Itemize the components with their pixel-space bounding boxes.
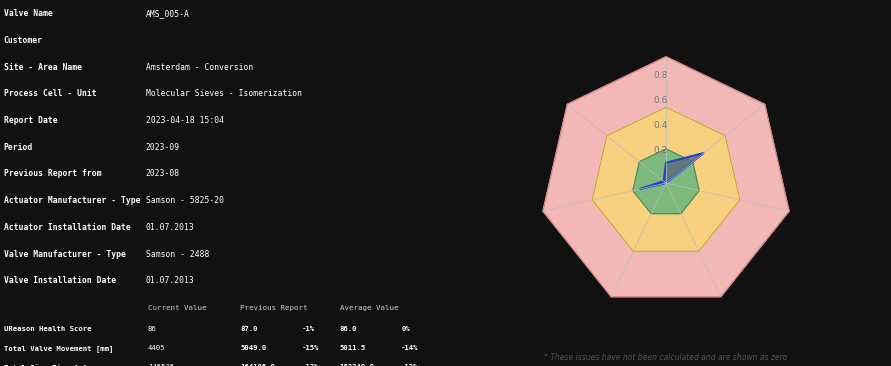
Text: Period: Period [4,143,33,152]
Text: -13%: -13% [302,364,320,366]
Text: Total Rise Time [s]: Total Rise Time [s] [4,364,86,366]
Text: 0.2: 0.2 [654,146,668,155]
Text: Customer: Customer [4,36,43,45]
Polygon shape [593,107,740,251]
Text: 2023-09: 2023-09 [145,143,180,152]
Text: -15%: -15% [302,345,320,351]
Text: UReason Health Score: UReason Health Score [4,326,91,332]
Text: -12%: -12% [401,364,419,366]
Text: -14%: -14% [401,345,419,351]
Text: Process Cell - Unit: Process Cell - Unit [4,89,96,98]
Text: Spring/Diaphragm Broken: Spring/Diaphragm Broken [728,311,854,321]
Text: Stiction: Stiction [648,30,684,40]
Text: Actuator Manufacturer - Type: Actuator Manufacturer - Type [4,196,140,205]
Text: Samson - 2488: Samson - 2488 [145,250,208,259]
Text: 164105.0: 164105.0 [241,364,275,366]
Text: Molecular Sieves - Isomerization: Molecular Sieves - Isomerization [145,89,301,98]
Text: 145535: 145535 [148,364,174,366]
Text: * These issues have not been calculated and are shown as zero: * These issues have not been calculated … [544,353,788,362]
Text: 5011.5: 5011.5 [339,345,366,351]
Text: *Control
Performance: *Control Performance [805,204,867,225]
Text: 5049.0: 5049.0 [241,345,266,351]
Text: Samson - 5825-20: Samson - 5825-20 [145,196,224,205]
Text: AMS_005-A: AMS_005-A [145,9,190,18]
Text: 0%: 0% [401,326,410,332]
Text: Average Value: Average Value [339,305,398,311]
Text: Total Valve Movement [mm]: Total Valve Movement [mm] [4,345,113,352]
Text: 0.4: 0.4 [654,121,668,130]
Text: Undershoot: Undershoot [470,210,527,220]
Text: Valve Name: Valve Name [4,9,53,18]
Text: 01.07.2013: 01.07.2013 [145,223,194,232]
Text: 0.8: 0.8 [654,71,668,79]
Polygon shape [543,57,789,297]
Text: Actuator Installation Date: Actuator Installation Date [4,223,130,232]
Text: 87.0: 87.0 [241,326,257,332]
Text: Report Date: Report Date [4,116,57,125]
Text: 86: 86 [148,326,157,332]
Text: Amsterdam - Conversion: Amsterdam - Conversion [145,63,253,72]
Text: Overshoot: Overshoot [504,84,554,94]
Text: Site - Area Name: Site - Area Name [4,63,82,72]
Text: Valve Manufacturer - Type: Valve Manufacturer - Type [4,250,126,259]
Polygon shape [633,149,699,214]
Text: 01.07.2013: 01.07.2013 [145,276,194,285]
Text: Valve Installation Date: Valve Installation Date [4,276,116,285]
Polygon shape [641,153,704,189]
Text: Previous Report from: Previous Report from [4,169,101,179]
Text: Current Value: Current Value [148,305,206,311]
Text: 86.0: 86.0 [339,326,357,332]
Text: 163340.0: 163340.0 [339,364,374,366]
Text: Packing/Bellows Wear: Packing/Bellows Wear [498,311,604,321]
Text: 2023-04-18 15:04: 2023-04-18 15:04 [145,116,224,125]
Text: Deadband: Deadband [778,84,828,94]
Text: -1%: -1% [302,326,315,332]
Text: 4405: 4405 [148,345,165,351]
Text: Previous Report: Previous Report [241,305,308,311]
Text: 2023-08: 2023-08 [145,169,180,179]
Text: 0.6: 0.6 [654,96,668,105]
